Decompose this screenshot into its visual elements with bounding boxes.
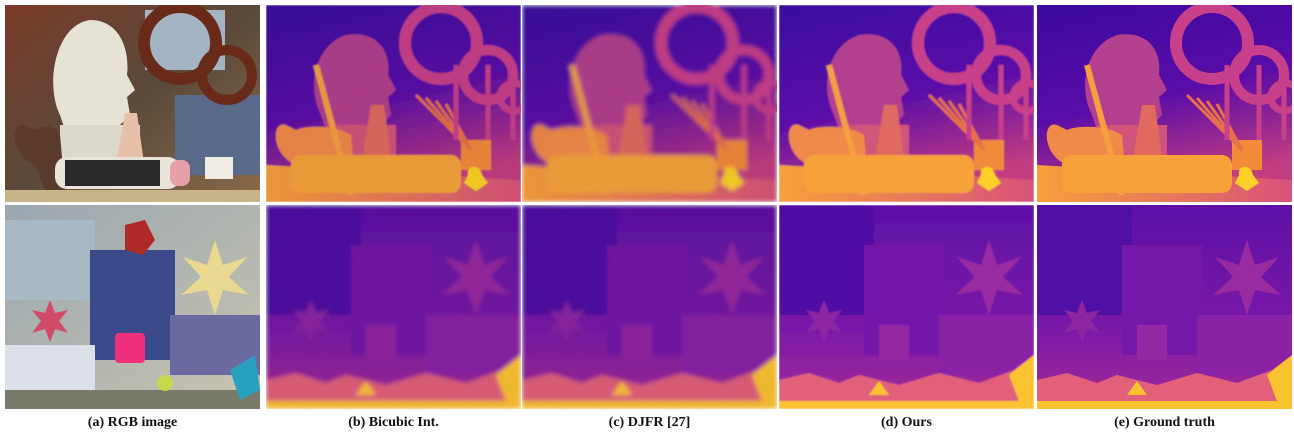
ring	[655, 5, 739, 85]
star-small	[806, 300, 842, 342]
pink-star	[32, 300, 68, 342]
panel-top	[5, 5, 260, 202]
depth-map	[1037, 5, 1292, 202]
figurine	[1235, 166, 1259, 191]
cube	[366, 325, 396, 360]
red-polyhedron	[125, 220, 155, 255]
panel-caption: (d) Ours	[881, 415, 933, 430]
panel-bottom	[1037, 205, 1292, 409]
panel-caption: (c) DJFR [27]	[609, 415, 691, 430]
cone	[874, 105, 905, 165]
filter-wrap	[266, 205, 521, 409]
table	[5, 390, 260, 409]
ring	[912, 5, 996, 85]
front-yellow	[522, 355, 777, 409]
filter-wrap	[266, 5, 521, 202]
star	[442, 240, 510, 315]
panel-top	[779, 5, 1034, 202]
depth-map	[779, 205, 1034, 409]
cup	[205, 157, 233, 179]
ring	[399, 5, 483, 85]
right-box	[682, 315, 777, 375]
depth-map	[522, 5, 777, 202]
star	[955, 240, 1023, 315]
depth-map	[266, 205, 521, 409]
front-objects	[779, 355, 1034, 409]
front-objects	[522, 355, 777, 409]
cone	[617, 105, 648, 165]
cube	[879, 325, 909, 360]
right-box	[1197, 315, 1292, 375]
right-box	[939, 315, 1034, 375]
ring	[1170, 5, 1254, 85]
star	[1213, 240, 1281, 315]
back-box	[1037, 205, 1132, 315]
panel-bottom	[266, 205, 521, 409]
star	[698, 240, 766, 315]
panel-caption: (e) Ground truth	[1114, 415, 1215, 430]
panel-bottom	[5, 205, 260, 409]
cylinder	[291, 155, 461, 193]
ball	[157, 375, 173, 391]
back-box	[779, 205, 874, 315]
front-yellow	[1037, 355, 1292, 409]
striped-box	[5, 345, 95, 390]
panel-bottom	[522, 205, 777, 409]
front-yellow	[266, 355, 521, 409]
pink-cube	[115, 333, 145, 363]
figurine	[977, 166, 1001, 191]
ring	[197, 45, 257, 105]
depth-map	[779, 5, 1034, 202]
front-objects	[1037, 355, 1292, 409]
head	[53, 20, 135, 130]
filter-wrap	[779, 5, 1034, 202]
cone	[361, 105, 392, 165]
crayon-band	[65, 160, 160, 186]
front-yellow	[779, 355, 1034, 409]
panel-caption: (b) Bicubic Int.	[348, 415, 439, 430]
back-box	[266, 205, 361, 315]
depth-map	[522, 205, 777, 409]
jug	[14, 124, 66, 190]
star	[181, 240, 249, 315]
panel-top	[1037, 5, 1292, 202]
cube	[622, 325, 652, 360]
cone	[115, 113, 145, 170]
crayon-tip	[170, 160, 190, 186]
filter-wrap	[779, 205, 1034, 409]
cylinder	[804, 155, 974, 193]
filter-wrap	[522, 5, 777, 202]
cylinder	[547, 155, 717, 193]
shelf	[5, 190, 260, 202]
panel-top	[266, 5, 521, 202]
cyan-polyhedron	[230, 355, 260, 400]
star-small	[549, 300, 585, 342]
star-small	[293, 300, 329, 342]
panel-caption: (a) RGB image	[88, 415, 177, 430]
front-objects	[266, 355, 521, 409]
figurine	[464, 166, 488, 191]
figurine	[720, 166, 744, 191]
depth-map	[1037, 205, 1292, 409]
ring	[138, 5, 222, 85]
cube	[1137, 325, 1167, 360]
drawing	[5, 220, 95, 300]
filter-wrap	[522, 205, 777, 409]
cylinder	[1062, 155, 1232, 193]
right-box	[426, 315, 521, 375]
back-box	[522, 205, 617, 315]
panel-top	[522, 5, 777, 202]
cone	[1132, 105, 1163, 165]
star-small	[1064, 300, 1100, 342]
depth-map	[266, 5, 521, 202]
panel-bottom	[779, 205, 1034, 409]
